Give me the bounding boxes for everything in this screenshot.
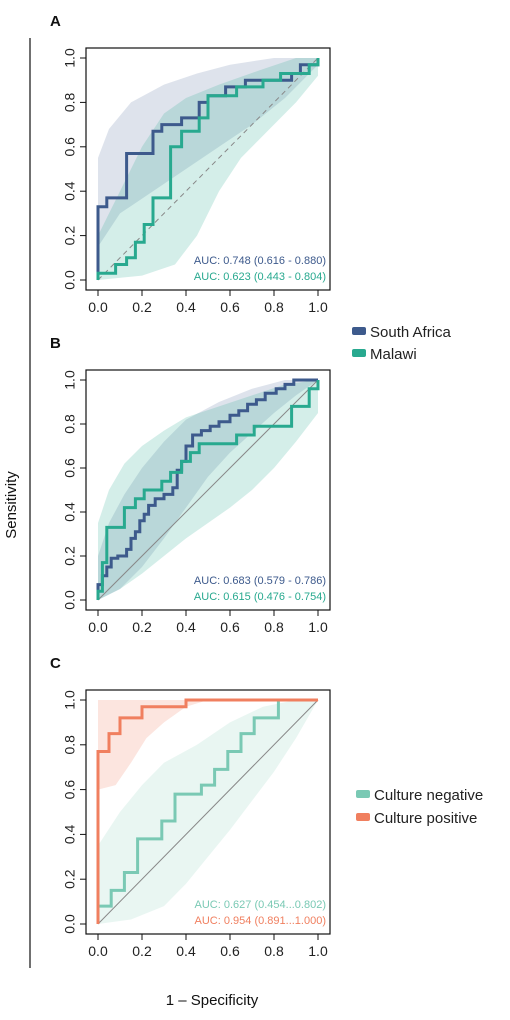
x-tick-label: 0.4 [176,943,196,959]
y-tick-label: 0.6 [62,137,78,157]
y-tick-label: 0.8 [62,735,78,755]
x-tick-label: 0.4 [176,619,196,635]
legend-label-malawi: Malawi [370,346,417,363]
legend-countries: South Africa Malawi [352,324,452,363]
x-tick-label: 0.8 [264,943,284,959]
x-tick-label: 1.0 [308,299,328,315]
x-axis-title: 1 – Specificity [166,992,259,1009]
y-tick-label: 0.2 [62,226,78,246]
x-tick-label: 0.2 [132,299,152,315]
plot-frame [85,47,331,291]
auc-label: AUC: 0.748 (0.616 - 0.880) [194,255,326,267]
y-tick-label: 0.2 [62,869,78,889]
panel-c: C 0.0 0.2 0.4 0.6 0.8 1.0 0.0 0.2 0.4 0.6 0.8 1.0 AUC… [50,655,331,959]
x-tick-label: 0.0 [88,299,108,315]
roc-curve [96,58,320,280]
roc-curve [96,378,318,600]
y-tick-label: 0.8 [62,92,78,112]
plot-frame [85,689,331,935]
panel-label: B [50,335,61,352]
y-tick-label: 1.0 [62,690,78,710]
reference-diagonal [97,699,319,925]
y-tick-label: 0.0 [62,270,78,290]
reference-diagonal [97,57,319,281]
legend-label-south-africa: South Africa [370,324,452,341]
reference-diagonal [97,379,319,601]
roc-curve [96,380,320,600]
legend-swatch-south-africa [352,327,366,335]
y-tick-label: 0.4 [62,824,78,844]
panel-label: A [50,13,61,30]
y-tick-label: 1.0 [62,370,78,390]
auc-label: AUC: 0.954 (0.891...1.000) [195,915,326,927]
legend-swatch-culture-positive [356,813,370,821]
x-tick-label: 1.0 [308,943,328,959]
x-tick-label: 0.0 [88,943,108,959]
auc-label: AUC: 0.623 (0.443 - 0.804) [194,271,326,283]
x-tick-label: 0.2 [132,619,152,635]
legend-label-culture-positive: Culture positive [374,810,477,827]
x-tick-label: 0.6 [220,943,240,959]
y-tick-label: 0.2 [62,546,78,566]
auc-label: AUC: 0.683 (0.579 - 0.786) [194,575,326,587]
y-tick-label: 0.4 [62,181,78,201]
plot-frame [85,369,331,611]
panel-label: C [50,655,61,672]
x-tick-label: 0.2 [132,943,152,959]
x-tick-label: 1.0 [308,619,328,635]
x-tick-label: 0.8 [264,299,284,315]
auc-label: AUC: 0.615 (0.476 - 0.754) [194,591,326,603]
x-tick-label: 0.8 [264,619,284,635]
legend-culture: Culture negative Culture positive [356,787,483,827]
y-axis-title: Sensitivity [3,471,20,539]
panel-b: B 0.0 0.2 0.4 0.6 0.8 1.0 0.0 0.2 0.4 0.6 0.8 1.0 AUC… [50,335,331,635]
x-tick-label: 0.4 [176,299,196,315]
x-tick-label: 0.0 [88,619,108,635]
x-tick-label: 0.6 [220,299,240,315]
panel-a: A 0.0 0.2 0.4 0.6 0.8 1.0 0.0 0.2 0.4 0.6 0.8 1.0 AUC… [50,13,331,315]
legend-label-culture-negative: Culture negative [374,787,483,804]
ci-band [98,700,318,790]
y-tick-label: 0.0 [62,914,78,934]
y-tick-label: 0.6 [62,458,78,478]
y-tick-label: 1.0 [62,48,78,68]
y-tick-label: 0.0 [62,590,78,610]
y-tick-label: 0.4 [62,502,78,522]
x-tick-label: 0.6 [220,619,240,635]
roc-curve [96,698,318,924]
y-tick-label: 0.8 [62,414,78,434]
panels: A 0.0 0.2 0.4 0.6 0.8 1.0 0.0 0.2 0.4 0.6 0.8 1.0 AUC… [50,13,331,959]
auc-label: AUC: 0.627 (0.454...0.802) [195,899,326,911]
legend-swatch-malawi [352,349,366,357]
y-tick-label: 0.6 [62,780,78,800]
roc-curve [96,698,318,924]
ci-band [98,58,318,247]
legend-swatch-culture-negative [356,790,370,798]
